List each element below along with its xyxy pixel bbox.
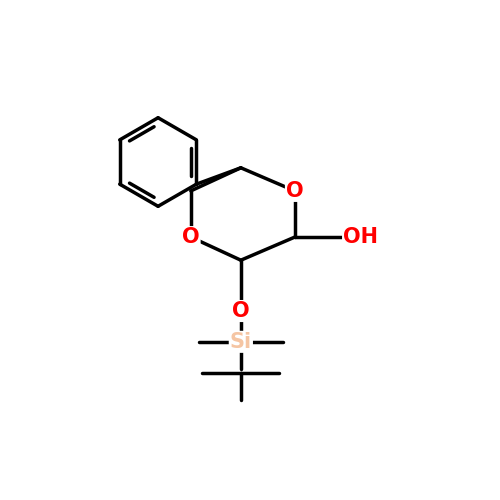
Text: O: O bbox=[286, 181, 304, 201]
Text: O: O bbox=[232, 301, 250, 321]
Text: OH: OH bbox=[343, 227, 378, 247]
Text: Si: Si bbox=[230, 332, 252, 352]
Text: O: O bbox=[182, 227, 200, 247]
